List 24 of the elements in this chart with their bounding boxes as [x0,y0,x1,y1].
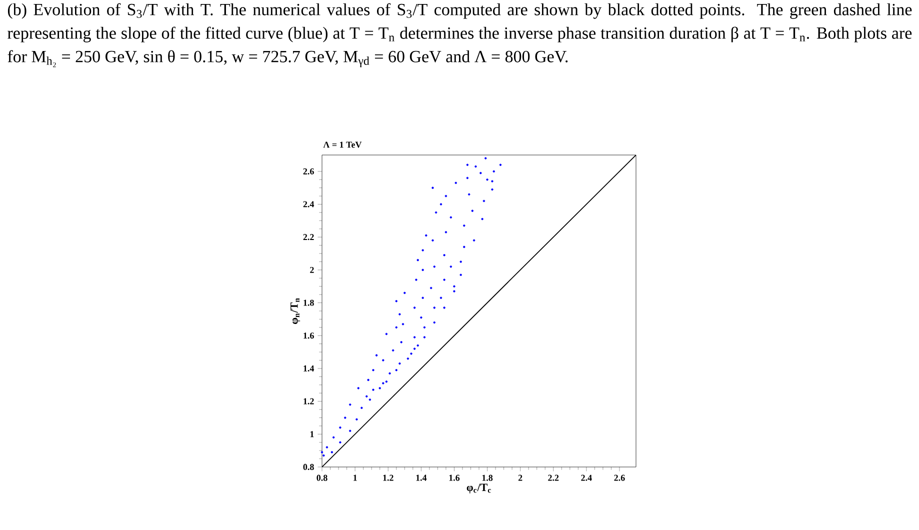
x-tick-label: 1.4 [416,474,427,481]
x-tick-label: 2.4 [581,474,592,481]
y-tick-label: 0.8 [303,464,314,470]
x-axis-title: φ$_{c}$/T$_{c}$ [466,484,491,494]
y-tick-label: 2.2 [303,234,314,240]
y-tick-label: 2.6 [303,168,314,174]
x-tick-label: 1.2 [383,474,394,481]
y-axis-title: φ$_{n}$/T$_{n}$ [290,298,300,324]
x-tick-label: 1.6 [449,474,460,481]
x-tick-label: 1 [354,474,357,481]
y-tick-label: 1.8 [304,300,314,306]
chart-title: Λ = 1 TeV [323,142,362,148]
y-tick-label: 1.4 [304,365,314,372]
x-tick-label: 2 [518,474,522,481]
y-tick-label: 2.4 [303,201,314,208]
text: (b) Evolution of S$_{3}$/T with T. The numerical values of S$_{3}$/T computed are shown by black dotted points. The green dashed line representing the slope of the fitted curve (blue) at T = T$_{n}$ determines the inverse phase transition duration β at T = T$_{n}$. Both plots are for M$_{h₂}$ = 250 GeV, sin θ = 0.15, w = 725.7 GeV, M$_{γd}$ = 60 GeV and Λ = 800 GeV. [8,3,912,68]
y-tick-label: 1 [310,431,314,438]
y-tick-label: 1.6 [304,332,314,339]
x-tick-label: 2.2 [548,474,559,481]
x-tick-label: 1.8 [482,474,493,481]
y-tick-label: 1.2 [304,398,314,404]
x-tick-label: 2.6 [614,474,625,481]
y-tick-label: 2 [310,266,314,273]
x-tick-label: 0.8 [316,474,328,481]
